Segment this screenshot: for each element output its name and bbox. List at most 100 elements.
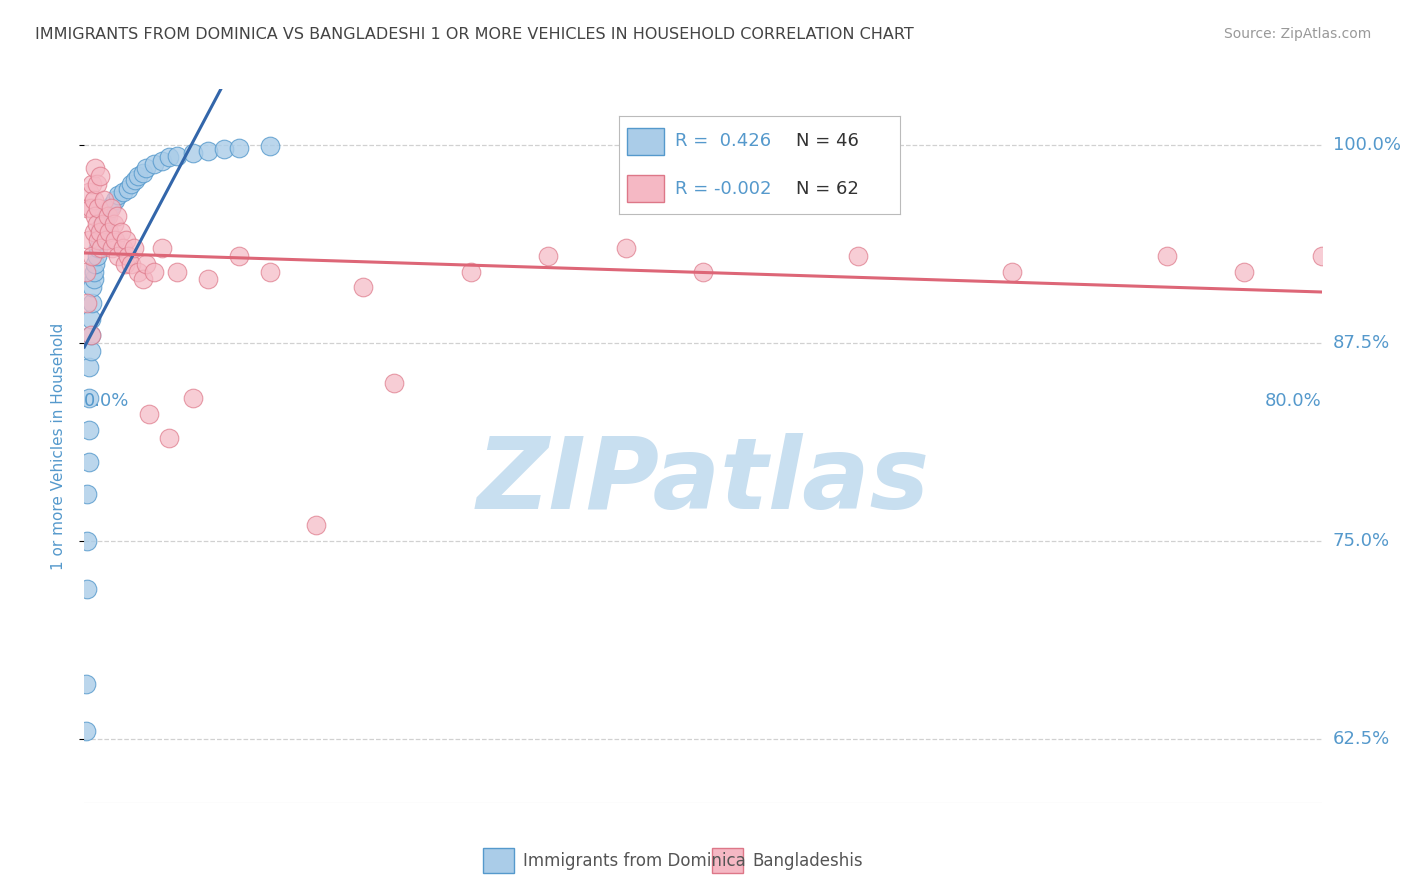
Point	[87, 233, 110, 247]
Text: ZIPatlas: ZIPatlas	[477, 434, 929, 530]
Text: N = 46: N = 46	[796, 133, 859, 151]
Point	[89, 225, 111, 239]
Point	[86, 249, 108, 263]
Point	[75, 677, 97, 691]
Point	[115, 233, 138, 247]
Text: R = -0.002: R = -0.002	[675, 179, 772, 197]
Text: 75.0%: 75.0%	[1333, 533, 1391, 550]
Point	[82, 249, 104, 263]
Point	[96, 209, 118, 223]
Point	[166, 264, 188, 278]
Point	[107, 249, 129, 263]
Point	[87, 201, 110, 215]
Point	[94, 233, 117, 247]
Point	[93, 193, 115, 207]
Point	[305, 518, 328, 533]
Point	[104, 233, 127, 247]
Point	[98, 225, 121, 239]
Point	[76, 486, 98, 500]
Point	[537, 249, 560, 263]
Point	[83, 264, 105, 278]
Text: N = 62: N = 62	[796, 179, 859, 197]
Point	[124, 172, 146, 186]
Point	[98, 201, 121, 215]
Point	[127, 169, 149, 184]
Text: Bangladeshis: Bangladeshis	[752, 852, 863, 870]
Point	[90, 241, 112, 255]
Point	[197, 144, 219, 158]
Point	[138, 407, 160, 421]
Point	[82, 178, 104, 192]
Bar	[711, 848, 744, 873]
Point	[96, 204, 118, 219]
Point	[114, 257, 136, 271]
Point	[259, 139, 281, 153]
Point	[181, 145, 204, 160]
Point	[150, 241, 173, 255]
Point	[79, 312, 101, 326]
Point	[614, 241, 637, 255]
Point	[259, 264, 281, 278]
Text: Source: ZipAtlas.com: Source: ZipAtlas.com	[1223, 27, 1371, 41]
Point	[77, 455, 100, 469]
Text: 100.0%: 100.0%	[1333, 136, 1400, 153]
Point	[382, 376, 405, 390]
Point	[86, 178, 108, 192]
Point	[84, 209, 107, 223]
Point	[692, 264, 714, 278]
Point	[83, 193, 105, 207]
Point	[77, 233, 100, 247]
Point	[101, 241, 124, 255]
Point	[166, 149, 188, 163]
Point	[150, 153, 173, 168]
Point	[75, 264, 97, 278]
Point	[1001, 264, 1024, 278]
Point	[159, 150, 180, 164]
Point	[107, 188, 129, 202]
Point	[352, 280, 374, 294]
Point	[77, 423, 100, 437]
Point	[228, 249, 250, 263]
Text: 62.5%: 62.5%	[1333, 731, 1391, 748]
Point	[79, 328, 101, 343]
Text: R =  0.426: R = 0.426	[675, 133, 770, 151]
Point	[460, 264, 482, 278]
Point	[112, 241, 135, 255]
Point	[100, 201, 122, 215]
Point	[83, 272, 105, 286]
Point	[76, 296, 98, 310]
Point	[104, 193, 127, 207]
Point	[120, 178, 142, 192]
Point	[127, 264, 149, 278]
Text: IMMIGRANTS FROM DOMINICA VS BANGLADESHI 1 OR MORE VEHICLES IN HOUSEHOLD CORRELAT: IMMIGRANTS FROM DOMINICA VS BANGLADESHI …	[35, 27, 914, 42]
Point	[76, 201, 98, 215]
Point	[84, 257, 107, 271]
Point	[86, 217, 108, 231]
Point	[212, 143, 235, 157]
Point	[84, 161, 107, 176]
Text: 0.0%: 0.0%	[84, 392, 129, 410]
Point	[117, 182, 139, 196]
Point	[79, 328, 101, 343]
Point	[77, 392, 100, 406]
Point	[122, 241, 145, 255]
Point	[135, 161, 157, 176]
Point	[91, 217, 114, 231]
Point	[82, 296, 104, 310]
Point	[77, 359, 100, 374]
Point	[76, 582, 98, 596]
Point	[76, 534, 98, 549]
Point	[143, 264, 166, 278]
Text: 87.5%: 87.5%	[1333, 334, 1391, 352]
Y-axis label: 1 or more Vehicles in Household: 1 or more Vehicles in Household	[51, 322, 66, 570]
Point	[79, 201, 101, 215]
Text: 80.0%: 80.0%	[1265, 392, 1322, 410]
Point	[132, 166, 155, 180]
Point	[846, 249, 869, 263]
Bar	[627, 175, 664, 202]
Point	[89, 233, 111, 247]
Point	[159, 431, 180, 445]
Point	[197, 272, 219, 286]
Point	[90, 220, 112, 235]
Point	[91, 217, 114, 231]
